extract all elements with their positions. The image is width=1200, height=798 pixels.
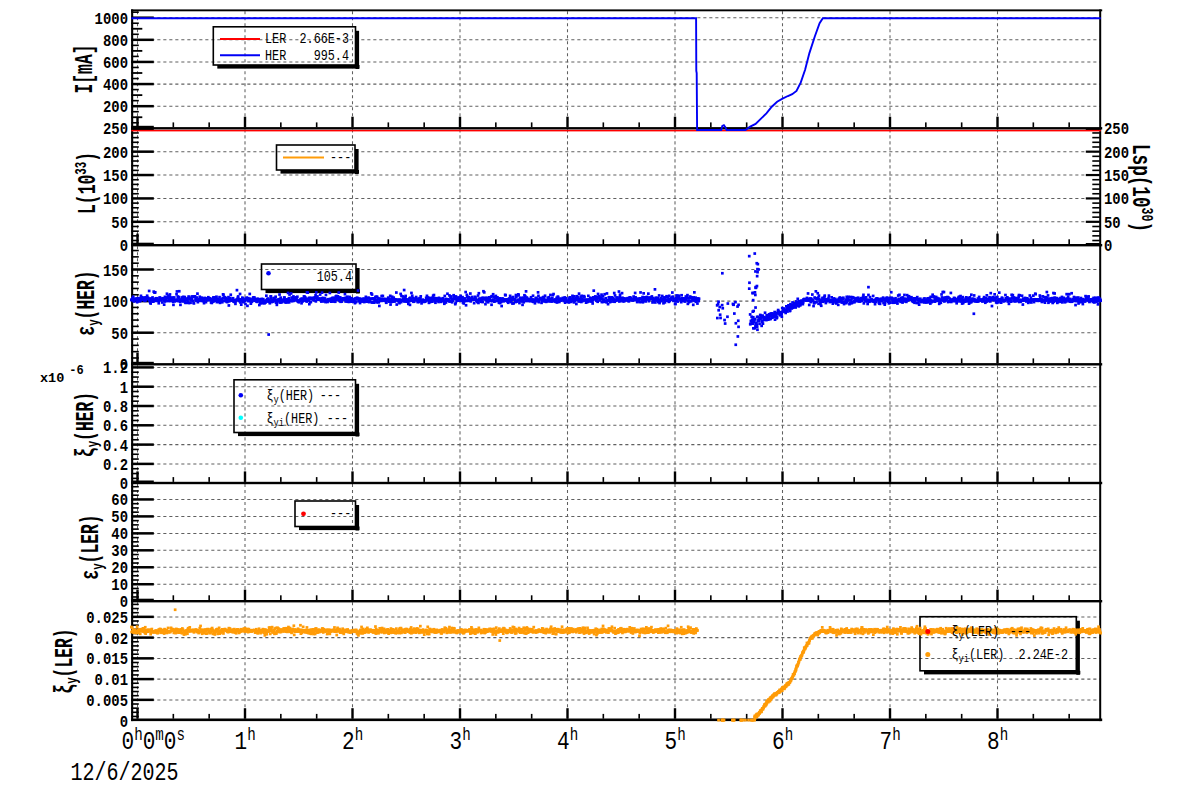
svg-text:20: 20 — [111, 559, 128, 579]
svg-text:250: 250 — [1104, 120, 1129, 140]
svg-text:LER: LER — [265, 31, 286, 47]
svg-text:200: 200 — [103, 143, 128, 163]
svg-text:---: --- — [320, 388, 341, 404]
svg-text:HER: HER — [265, 48, 286, 64]
svg-text:40: 40 — [111, 525, 128, 545]
svg-text:600: 600 — [103, 54, 128, 74]
svg-text:100: 100 — [103, 293, 128, 313]
svg-text:0.4: 0.4 — [103, 436, 128, 456]
svg-text:0h0m0s: 0h0m0s — [122, 726, 185, 757]
svg-text:0.005: 0.005 — [86, 692, 128, 712]
svg-text:0.025: 0.025 — [86, 609, 128, 629]
svg-text:L(1033): L(1033) — [72, 152, 104, 214]
svg-text:50: 50 — [111, 214, 128, 234]
svg-text:0.02: 0.02 — [95, 629, 128, 649]
svg-text:50: 50 — [111, 508, 128, 528]
svg-text:2.66E-3: 2.66E-3 — [300, 31, 349, 47]
svg-text:400: 400 — [103, 76, 128, 96]
svg-text:50: 50 — [111, 324, 128, 344]
svg-text:200: 200 — [103, 98, 128, 118]
svg-text:εy(LER): εy(LER) — [76, 514, 107, 579]
svg-text:150: 150 — [103, 167, 128, 187]
svg-text:50: 50 — [1104, 214, 1121, 234]
svg-text:0.01: 0.01 — [95, 671, 128, 691]
svg-text:250: 250 — [103, 120, 128, 140]
svg-text:1: 1 — [120, 378, 128, 398]
svg-text:ξy(HER): ξy(HER) — [71, 392, 102, 457]
svg-text:ξy(LER): ξy(LER) — [50, 628, 81, 693]
svg-text:I[mA]: I[mA] — [70, 44, 100, 93]
svg-text:10: 10 — [111, 576, 128, 596]
svg-text:2.24E-2: 2.24E-2 — [1019, 647, 1068, 663]
svg-text:0: 0 — [1104, 237, 1112, 257]
svg-text:0.015: 0.015 — [86, 650, 128, 670]
svg-text:---: --- — [1010, 624, 1031, 640]
svg-text:1.2: 1.2 — [103, 359, 128, 379]
svg-text:0.8: 0.8 — [103, 398, 128, 418]
svg-text:800: 800 — [103, 32, 128, 52]
svg-text:995.4: 995.4 — [314, 48, 349, 64]
svg-text:60: 60 — [111, 491, 128, 511]
svg-text:150: 150 — [103, 261, 128, 281]
svg-text:0.6: 0.6 — [103, 417, 128, 437]
svg-text:30: 30 — [111, 542, 128, 562]
svg-text:---: --- — [330, 150, 351, 166]
svg-text:εy(HER): εy(HER) — [72, 270, 103, 335]
svg-text:100: 100 — [103, 190, 128, 210]
svg-text:0: 0 — [120, 237, 128, 257]
svg-text:1000: 1000 — [95, 9, 128, 29]
svg-text:---: --- — [330, 506, 351, 522]
svg-text:12/6/2025: 12/6/2025 — [71, 759, 179, 788]
svg-text:0.2: 0.2 — [103, 456, 128, 476]
svg-text:---: --- — [327, 411, 348, 427]
svg-text:105.4: 105.4 — [317, 269, 352, 285]
